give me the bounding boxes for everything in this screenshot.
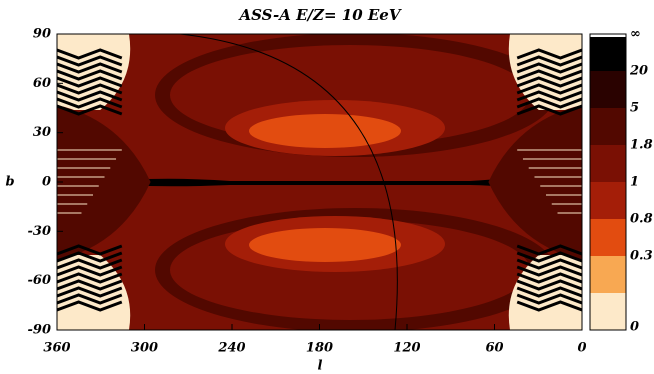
colorbar-segment xyxy=(590,219,626,256)
contour-line xyxy=(57,279,123,291)
contour-line xyxy=(516,83,582,95)
contour-line xyxy=(516,286,582,298)
colorbar-label: 1 xyxy=(630,175,639,190)
contour-region xyxy=(488,105,582,260)
colorbar-label: 20 xyxy=(629,64,648,79)
contour-line xyxy=(516,251,582,263)
y-tick-label: -30 xyxy=(28,224,52,239)
contour-line xyxy=(516,55,582,67)
contour-line xyxy=(57,300,123,312)
colorbar-segment xyxy=(590,108,626,145)
colorbar-segment xyxy=(590,182,626,219)
contour-line xyxy=(57,272,123,284)
colorbar-label: 0 xyxy=(630,320,639,335)
colorbar-frame xyxy=(589,33,627,331)
contour-line xyxy=(57,244,123,256)
colorbar-label: 0.8 xyxy=(630,212,653,227)
colorbar-segment xyxy=(590,293,626,330)
contour-line xyxy=(516,244,582,256)
contour-line xyxy=(57,97,123,109)
contour-line xyxy=(57,83,123,95)
contour-line xyxy=(57,69,123,81)
contour-line xyxy=(57,265,123,277)
contour-line xyxy=(57,48,123,60)
contour-line xyxy=(57,258,123,270)
contour-line xyxy=(57,90,123,102)
colorbar-label: 1.8 xyxy=(630,138,653,153)
colorbar-top xyxy=(590,34,626,37)
x-tick-label: 180 xyxy=(306,341,333,356)
contour-line xyxy=(516,48,582,60)
contour-line xyxy=(516,272,582,284)
contour-line xyxy=(516,76,582,88)
contour-field xyxy=(57,34,582,330)
contour-line xyxy=(516,300,582,312)
y-axis-label: b xyxy=(5,175,14,190)
contour-line xyxy=(516,293,582,305)
colorbar-segment xyxy=(590,145,626,182)
colorbar-label: 0.3 xyxy=(630,249,653,264)
contour-line xyxy=(516,279,582,291)
x-tick-label: 360 xyxy=(43,341,70,356)
y-tick-label: 30 xyxy=(33,125,51,140)
colorbar-label: ∞ xyxy=(630,27,641,42)
y-tick-label: 60 xyxy=(33,76,51,91)
y-tick-label: 0 xyxy=(42,175,51,190)
contour-region xyxy=(249,114,401,148)
colorbar-segment xyxy=(590,256,626,293)
x-tick-label: 120 xyxy=(393,341,420,356)
contour-line xyxy=(57,76,123,88)
contour-region xyxy=(100,170,560,196)
contour-line xyxy=(57,104,123,116)
colorbar-segment xyxy=(590,71,626,108)
contour-line xyxy=(57,251,123,263)
contour-region xyxy=(57,105,151,260)
x-tick-label: 240 xyxy=(217,341,245,356)
contour-line xyxy=(57,62,123,74)
contour-region xyxy=(249,228,401,262)
y-tick-label: -90 xyxy=(28,323,52,338)
contour-line xyxy=(516,258,582,270)
contour-line xyxy=(516,69,582,81)
contour-line xyxy=(516,62,582,74)
contour-line xyxy=(57,293,123,305)
contour-line xyxy=(516,265,582,277)
chart-title: ASS-A E/Z= 10 EeV xyxy=(238,6,402,24)
contour-line xyxy=(57,286,123,298)
contour-line xyxy=(516,90,582,102)
contour-line xyxy=(516,104,582,116)
colorbar-segment xyxy=(590,34,626,71)
colorbar-label: 5 xyxy=(630,101,639,116)
contour-line xyxy=(516,97,582,109)
x-tick-label: 60 xyxy=(485,341,503,356)
x-tick-label: 0 xyxy=(577,341,586,356)
contour-line xyxy=(57,55,123,67)
x-tick-label: 300 xyxy=(131,341,158,356)
y-tick-label: 90 xyxy=(33,27,51,42)
x-axis-label: l xyxy=(318,359,323,374)
grid-overlay xyxy=(179,34,398,330)
y-tick-label: -60 xyxy=(28,273,52,288)
